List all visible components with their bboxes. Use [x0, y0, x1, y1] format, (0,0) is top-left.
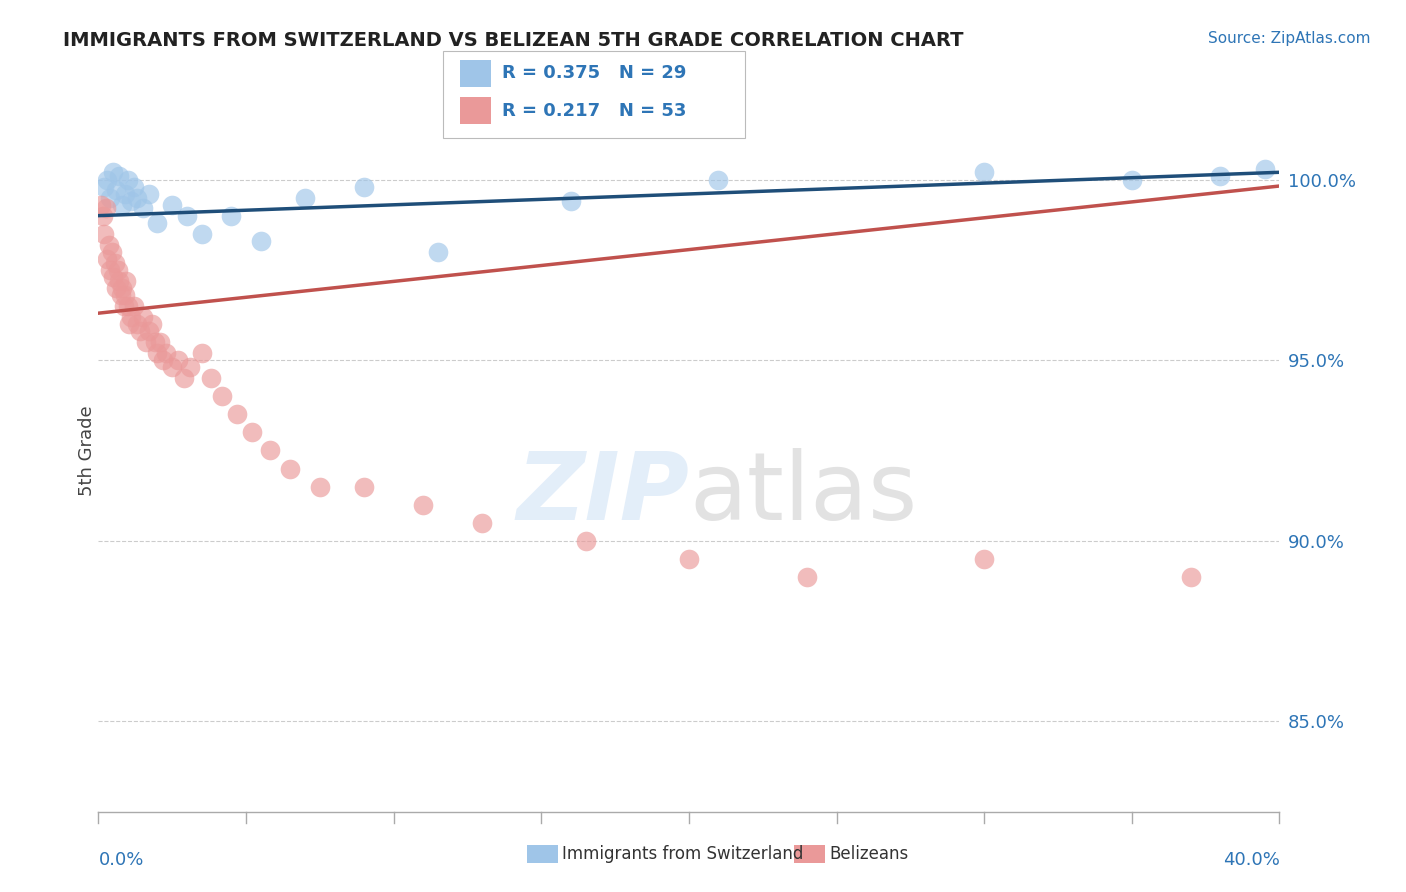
Point [100, 244, 122, 259]
Point [560, 194, 582, 209]
Text: 40.0%: 40.0% [1223, 852, 1279, 870]
Text: ZIP: ZIP [516, 448, 689, 540]
Point [110, 288, 132, 302]
Point [1209, 169, 1232, 183]
Point [353, 480, 375, 494]
Text: Source: ZipAtlas.com: Source: ZipAtlas.com [1208, 31, 1371, 46]
Point [98, 263, 121, 277]
Point [240, 425, 263, 440]
Point [96, 252, 118, 266]
Point [103, 165, 125, 179]
Point [173, 371, 195, 385]
Point [94, 202, 117, 216]
Point [120, 310, 142, 324]
Point [114, 186, 136, 201]
Point [108, 169, 131, 183]
Point [221, 209, 243, 223]
Point [91, 209, 114, 223]
Point [93, 179, 115, 194]
Point [115, 274, 138, 288]
Text: IMMIGRANTS FROM SWITZERLAND VS BELIZEAN 5TH GRADE CORRELATION CHART: IMMIGRANTS FROM SWITZERLAND VS BELIZEAN … [63, 31, 963, 50]
Point [471, 516, 494, 530]
Point [108, 274, 131, 288]
Point [1180, 570, 1202, 584]
Point [125, 191, 148, 205]
Point [97, 237, 120, 252]
Point [280, 461, 302, 475]
Point [103, 270, 125, 285]
Point [973, 165, 995, 179]
Text: R = 0.375   N = 29: R = 0.375 N = 29 [502, 64, 686, 82]
Point [107, 263, 129, 277]
Point [162, 360, 183, 375]
Point [98, 191, 121, 205]
Point [162, 198, 183, 212]
Point [104, 255, 127, 269]
Point [135, 335, 157, 350]
Point [226, 408, 249, 422]
Point [191, 346, 214, 360]
Point [96, 172, 118, 186]
Point [412, 498, 434, 512]
Point [1121, 172, 1143, 186]
Point [973, 552, 995, 566]
Point [191, 227, 214, 241]
Point [575, 533, 598, 548]
Point [105, 183, 128, 197]
Point [176, 209, 198, 223]
Point [117, 299, 139, 313]
Point [707, 172, 730, 186]
Point [105, 281, 128, 295]
Point [112, 299, 135, 313]
Point [93, 227, 115, 241]
Text: R = 0.217   N = 53: R = 0.217 N = 53 [502, 102, 686, 120]
Text: Belizeans: Belizeans [830, 845, 908, 863]
Point [143, 335, 166, 350]
Point [1254, 161, 1277, 176]
Point [149, 335, 172, 350]
Point [141, 317, 163, 331]
Point [117, 172, 139, 186]
Text: Immigrants from Switzerland: Immigrants from Switzerland [562, 845, 804, 863]
Point [122, 299, 145, 313]
Point [353, 179, 375, 194]
Point [179, 360, 201, 375]
Point [138, 186, 160, 201]
Point [259, 443, 281, 458]
Point [152, 353, 174, 368]
Point [294, 191, 316, 205]
Point [120, 194, 142, 209]
Point [114, 288, 136, 302]
Point [155, 346, 177, 360]
Text: atlas: atlas [689, 448, 917, 540]
Text: 0.0%: 0.0% [98, 852, 143, 870]
Point [122, 179, 145, 194]
Point [167, 353, 190, 368]
Y-axis label: 5th Grade: 5th Grade [79, 405, 96, 496]
Point [796, 570, 818, 584]
Point [132, 202, 155, 216]
Point [125, 317, 148, 331]
Point [118, 317, 141, 331]
Point [132, 310, 155, 324]
Point [250, 234, 273, 248]
Point [678, 552, 700, 566]
Point [111, 198, 134, 212]
Point [146, 216, 169, 230]
Point [146, 346, 169, 360]
Point [309, 480, 332, 494]
Point [90, 198, 112, 212]
Point [138, 324, 160, 338]
Point [211, 389, 233, 403]
Point [200, 371, 222, 385]
Point [427, 244, 450, 259]
Point [111, 281, 134, 295]
Point [128, 324, 150, 338]
